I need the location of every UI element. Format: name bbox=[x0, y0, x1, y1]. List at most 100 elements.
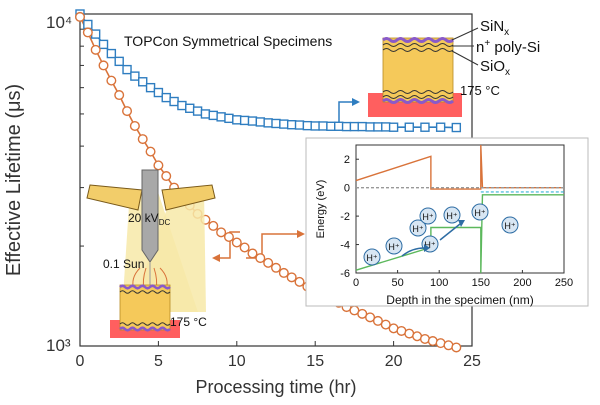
main-xtick-label: 25 bbox=[463, 353, 481, 370]
ion-8-label: H⁺ bbox=[504, 221, 515, 231]
series-0-point bbox=[138, 77, 148, 87]
series-1-point bbox=[98, 60, 109, 71]
lamp-left bbox=[86, 184, 143, 211]
ion-5-label: H⁺ bbox=[422, 212, 433, 222]
series-0-point bbox=[381, 122, 391, 132]
series-0-point bbox=[177, 100, 187, 111]
series-1-point bbox=[216, 227, 227, 238]
light-beam-right bbox=[130, 190, 206, 312]
series-1-point bbox=[365, 312, 376, 323]
series-0-point bbox=[208, 110, 218, 121]
series-1-point bbox=[145, 146, 156, 157]
series-1-point bbox=[208, 220, 219, 231]
series-0-point bbox=[247, 116, 258, 126]
series-0-point bbox=[106, 48, 117, 59]
band-ticks: 0 50 100 150 200 250 2 0 -2 -4 -6 bbox=[340, 154, 573, 289]
band-xtick-label: 250 bbox=[555, 277, 573, 289]
main-xtick-label: 5 bbox=[154, 353, 163, 370]
ion-4-label: H⁺ bbox=[424, 240, 435, 250]
series-0-point bbox=[122, 64, 132, 75]
series-1-point bbox=[271, 262, 282, 273]
layer-bottom-poly bbox=[382, 95, 454, 99]
series-1-point bbox=[223, 231, 234, 242]
band-ylabel: Energy (eV) bbox=[315, 180, 327, 239]
leader-sinx bbox=[451, 27, 479, 41]
series-0-point bbox=[388, 122, 399, 132]
series-0-point bbox=[130, 71, 140, 81]
layer-bottom-sinx bbox=[382, 98, 454, 104]
ion-8: H⁺ bbox=[501, 216, 519, 234]
ytick-label-10000: 10⁴ bbox=[46, 13, 72, 32]
label-siox: SiOx bbox=[480, 58, 510, 78]
series-0-point bbox=[404, 122, 414, 132]
main-xticks: 0 5 10 15 20 25 bbox=[76, 341, 481, 370]
series-0-point bbox=[192, 106, 203, 116]
series-1-point bbox=[278, 267, 289, 278]
main-title: TOPCon Symmetrical Specimens bbox=[124, 33, 332, 49]
layer-bottom-spec-top bbox=[119, 284, 171, 290]
series-1-point bbox=[153, 160, 164, 171]
ion-drift-arrow-2 bbox=[439, 223, 461, 241]
series-0-point bbox=[326, 121, 336, 131]
layer-bottom-siox bbox=[382, 90, 454, 94]
main-xlabel: Processing time (hr) bbox=[195, 377, 356, 397]
leader-siox bbox=[451, 50, 479, 66]
layer-top-siox bbox=[382, 48, 454, 52]
series-0-point bbox=[357, 121, 367, 132]
label-npoly: n+ poly-Si bbox=[476, 38, 540, 56]
series-0-point bbox=[318, 121, 328, 131]
series-0-point bbox=[185, 103, 195, 113]
orange-callout-arrow-left bbox=[212, 254, 220, 262]
ion-5: H⁺ bbox=[419, 207, 437, 225]
series-0-point bbox=[286, 120, 297, 130]
series-1-point bbox=[74, 11, 85, 22]
ion-2-label: H⁺ bbox=[388, 242, 399, 252]
series-1-point bbox=[231, 237, 242, 248]
series-0-point bbox=[153, 87, 164, 98]
series-0-point bbox=[420, 122, 430, 132]
band-ytick-label: -6 bbox=[340, 268, 350, 280]
series-1-point bbox=[90, 44, 101, 55]
series-0-point bbox=[90, 29, 101, 39]
main-xtick-label: 15 bbox=[306, 353, 324, 370]
series-0-point bbox=[435, 122, 446, 132]
layer-top-poly bbox=[382, 43, 454, 47]
main-xtick-label: 20 bbox=[385, 353, 403, 370]
series-0-point bbox=[239, 115, 250, 126]
band-inset-background bbox=[305, 137, 589, 307]
ion-drift-arrowhead-1 bbox=[424, 244, 430, 252]
series-1-point bbox=[137, 134, 148, 145]
series-0-point bbox=[334, 121, 344, 131]
layer-bottom-spec-bot bbox=[119, 326, 171, 332]
series-1-point bbox=[129, 120, 140, 131]
series-0-point bbox=[271, 118, 281, 129]
main-yticks bbox=[80, 13, 87, 347]
label-temp-top: 175 °C bbox=[460, 83, 500, 98]
series-0-point bbox=[373, 122, 383, 132]
series-0-point bbox=[114, 56, 124, 67]
band-xtick-label: 100 bbox=[430, 277, 448, 289]
band-xtick-label: 150 bbox=[472, 277, 490, 289]
series-1-point bbox=[122, 106, 133, 117]
corona-illustration: 20 kVDC 0.1 Sun 175 °C bbox=[86, 169, 216, 338]
ion-6-label: H⁺ bbox=[446, 211, 457, 221]
series-0-point bbox=[451, 122, 462, 133]
lamp-right bbox=[161, 184, 216, 211]
series-1-point bbox=[82, 27, 93, 38]
series-0-point bbox=[349, 121, 360, 132]
sun-label: 0.1 Sun bbox=[103, 257, 144, 271]
corona-voltage-label: 20 kVDC bbox=[128, 211, 170, 227]
layer-bottom-spec-top-2 bbox=[119, 290, 171, 294]
orange-callout-arrow-right bbox=[297, 230, 305, 238]
ion-1-label: H⁺ bbox=[366, 253, 377, 263]
label-sinx: SiNx bbox=[480, 18, 509, 38]
series-1-point bbox=[372, 315, 383, 326]
discharge-arcs bbox=[132, 267, 168, 291]
series-1-point bbox=[286, 272, 297, 283]
series-0-point bbox=[145, 82, 156, 93]
series-1-point bbox=[114, 90, 125, 101]
ytick-label-1000: 10³ bbox=[46, 336, 71, 355]
series-1-point bbox=[247, 248, 258, 259]
band-plot-frame bbox=[355, 144, 565, 274]
